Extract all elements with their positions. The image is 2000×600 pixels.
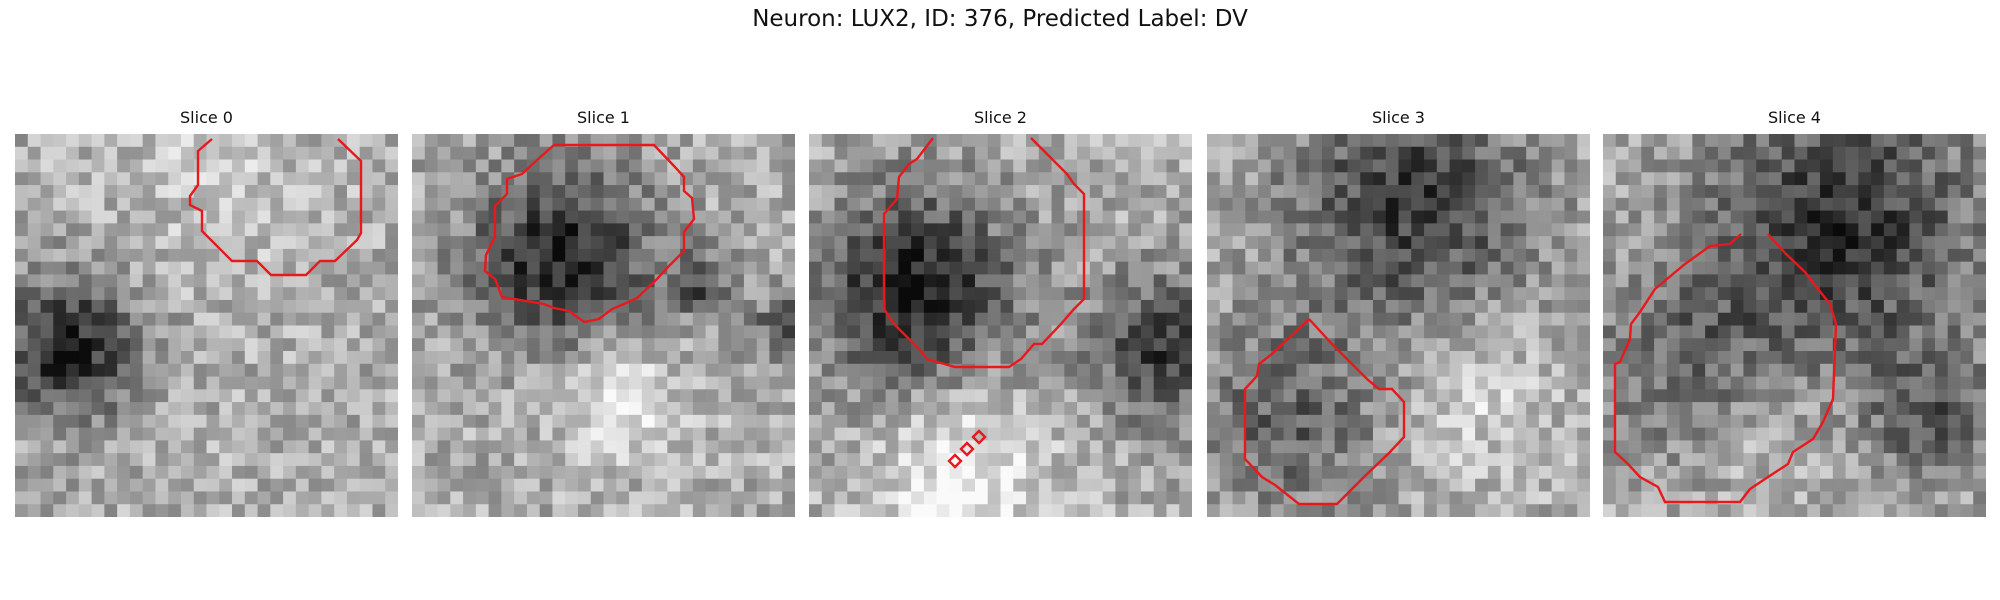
slice-2-small-contour-2: [959, 441, 975, 457]
slice-2-small-contour-3: [971, 429, 987, 445]
slice-title-1: Slice 1: [577, 108, 630, 127]
slice-image-0: [15, 134, 398, 517]
slice-4-pixels: [1603, 134, 1986, 517]
slice-2-contour: [882, 137, 1086, 369]
slice-3-svg: [1207, 134, 1590, 517]
slice-1-contour: [483, 143, 696, 324]
slice-2-small-contour-1: [947, 453, 963, 469]
slice-3-contour: [1243, 318, 1406, 506]
slice-image-3: [1207, 134, 1590, 517]
slice-title-0: Slice 0: [180, 108, 233, 127]
slice-4-svg: [1603, 134, 1986, 517]
slice-image-4: [1603, 134, 1986, 517]
slice-title-3: Slice 3: [1372, 108, 1425, 127]
slice-image-1: [412, 134, 795, 517]
slice-0-pixels: [15, 134, 398, 517]
slice-0-svg: [15, 134, 398, 517]
slice-1-svg: [412, 134, 795, 517]
slice-title-4: Slice 4: [1768, 108, 1821, 127]
slice-image-2: [809, 134, 1192, 517]
slice-1-pixels: [412, 134, 795, 517]
slice-3-pixels: [1207, 134, 1590, 517]
slice-2-pixels: [809, 134, 1192, 517]
figure-title: Neuron: LUX2, ID: 376, Predicted Label: …: [752, 6, 1248, 32]
slice-4-contour: [1613, 233, 1838, 504]
slice-0-contour: [188, 138, 363, 277]
slice-title-2: Slice 2: [974, 108, 1027, 127]
slice-2-svg: [809, 134, 1192, 517]
